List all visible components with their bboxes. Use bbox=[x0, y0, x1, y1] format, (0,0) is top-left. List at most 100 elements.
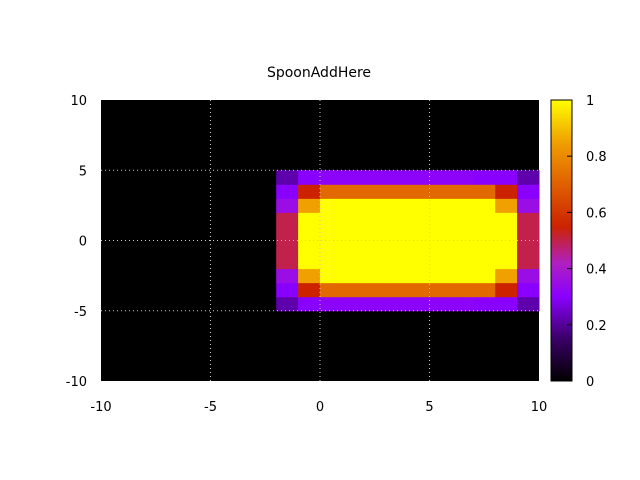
heatmap-cell bbox=[298, 226, 321, 241]
heatmap-cell bbox=[473, 212, 496, 227]
colorbar-tick-label: 0.2 bbox=[586, 319, 607, 334]
heatmap-cell bbox=[473, 282, 496, 298]
heatmap-cell bbox=[320, 184, 343, 199]
heatmap-cell bbox=[495, 296, 518, 312]
colorbar-tick-label: 0 bbox=[586, 375, 594, 390]
heatmap-cell bbox=[276, 296, 299, 312]
heatmap-cell bbox=[298, 170, 321, 185]
heatmap-cell bbox=[385, 268, 409, 284]
heatmap-cell bbox=[473, 240, 496, 256]
heatmap-cell bbox=[320, 296, 343, 312]
heatmap-cell bbox=[298, 268, 321, 284]
heatmap-cell bbox=[320, 268, 343, 284]
heatmap-cell bbox=[298, 296, 321, 312]
heatmap-cell bbox=[451, 254, 474, 270]
heatmap-cell bbox=[495, 254, 518, 270]
heatmap-cell bbox=[495, 240, 518, 256]
heatmap-cell bbox=[517, 282, 540, 298]
heatmap-cell bbox=[341, 226, 365, 241]
heatmap-cell bbox=[320, 212, 343, 227]
heatmap-cell bbox=[517, 198, 540, 213]
y-tick-label: -5 bbox=[74, 305, 87, 320]
heatmap-cell bbox=[385, 240, 409, 256]
x-tick-label: 10 bbox=[531, 400, 548, 415]
heatmap-cell bbox=[407, 282, 430, 298]
chart-title: SpoonAddHere bbox=[267, 65, 371, 81]
heatmap-cell bbox=[385, 282, 409, 298]
x-tick-label: -5 bbox=[204, 400, 217, 415]
heatmap-cell bbox=[407, 212, 430, 227]
colorbar-tick-label: 0.6 bbox=[586, 206, 607, 221]
heatmap-cell bbox=[451, 184, 474, 199]
heatmap-cell bbox=[341, 296, 365, 312]
heatmap-cells bbox=[276, 170, 540, 312]
grid-lines bbox=[101, 100, 539, 381]
x-tick-label: 5 bbox=[425, 400, 433, 415]
heatmap-cell bbox=[495, 170, 518, 185]
heatmap-cell bbox=[451, 212, 474, 227]
heatmap-cell bbox=[385, 296, 409, 312]
heatmap-cell bbox=[517, 268, 540, 284]
heatmap-cell bbox=[429, 254, 452, 270]
heatmap-cell bbox=[451, 282, 474, 298]
heatmap-cell bbox=[276, 254, 299, 270]
heatmap-cell bbox=[276, 198, 299, 213]
heatmap-cell bbox=[363, 198, 387, 213]
heatmap-cell bbox=[429, 184, 452, 199]
heatmap-cell bbox=[276, 268, 299, 284]
heatmap-cell bbox=[429, 170, 452, 185]
heatmap-cell bbox=[385, 254, 409, 270]
heatmap-cell bbox=[495, 226, 518, 241]
heatmap-cell bbox=[429, 268, 452, 284]
heatmap-cell bbox=[473, 268, 496, 284]
x-axis-ticks: -10 -5 0 5 10 bbox=[90, 400, 547, 415]
heatmap-cell bbox=[341, 240, 365, 256]
heatmap-cell bbox=[363, 212, 387, 227]
heatmap-cell bbox=[495, 212, 518, 227]
heatmap-cell bbox=[517, 296, 540, 312]
heatmap-cell bbox=[517, 240, 540, 256]
y-tick-label: 10 bbox=[70, 94, 87, 109]
heatmap-cell bbox=[517, 212, 540, 227]
heatmap-cell bbox=[451, 296, 474, 312]
heatmap-cell bbox=[320, 198, 343, 213]
heatmap-cell bbox=[429, 212, 452, 227]
y-axis-ticks: -10 -5 0 5 10 bbox=[66, 94, 87, 390]
heatmap-cell bbox=[363, 170, 387, 185]
heatmap-cell bbox=[341, 170, 365, 185]
heatmap-cell bbox=[385, 226, 409, 241]
heatmap-cell bbox=[495, 268, 518, 284]
heatmap-cell bbox=[473, 254, 496, 270]
y-tick-label: 0 bbox=[79, 235, 87, 250]
heatmap-cell bbox=[407, 268, 430, 284]
heatmap-cell bbox=[320, 170, 343, 185]
heatmap-cell bbox=[298, 212, 321, 227]
heatmap-cell bbox=[363, 226, 387, 241]
colorbar bbox=[550, 99, 573, 382]
heatmap-cell bbox=[473, 226, 496, 241]
heatmap-cell bbox=[276, 212, 299, 227]
heatmap-cell bbox=[473, 198, 496, 213]
heatmap-cell bbox=[495, 184, 518, 199]
heatmap-cell bbox=[451, 198, 474, 213]
heatmap-cell bbox=[451, 226, 474, 241]
heatmap-cell bbox=[385, 184, 409, 199]
heatmap-cell bbox=[320, 226, 343, 241]
colorbar-tick-label: 1 bbox=[586, 94, 594, 109]
heatmap-cell bbox=[363, 268, 387, 284]
heatmap-cell bbox=[276, 240, 299, 256]
heatmap-cell bbox=[429, 226, 452, 241]
heatmap-cell bbox=[517, 170, 540, 185]
heatmap-cell bbox=[407, 184, 430, 199]
heatmap-cell bbox=[363, 296, 387, 312]
heatmap-cell bbox=[341, 212, 365, 227]
y-tick-label: 5 bbox=[79, 164, 87, 179]
heatmap-cell bbox=[407, 170, 430, 185]
x-tick-label: 0 bbox=[316, 400, 324, 415]
heatmap-cell bbox=[363, 282, 387, 298]
heatmap-cell bbox=[517, 184, 540, 199]
heatmap-cell bbox=[276, 184, 299, 199]
heatmap-cell bbox=[341, 268, 365, 284]
heatmap-cell bbox=[429, 296, 452, 312]
